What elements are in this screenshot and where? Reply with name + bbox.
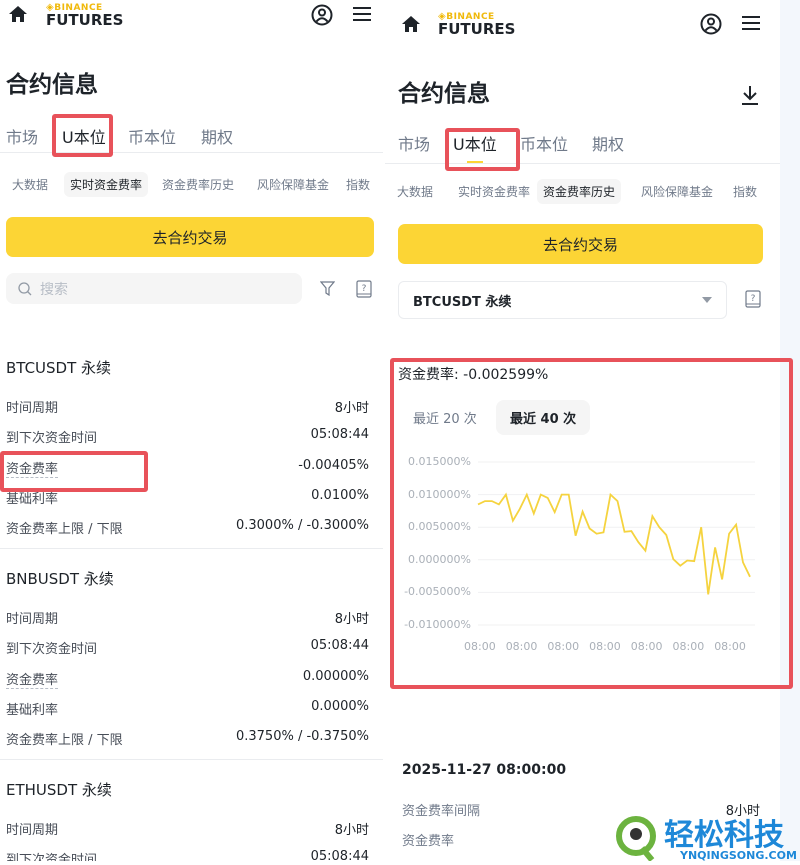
row-value: 0.0100% bbox=[311, 488, 369, 507]
search-placeholder: 搜索 bbox=[40, 279, 68, 299]
subtab-2[interactable]: 资金费率历史 bbox=[156, 172, 240, 197]
row-label: 时间周期 bbox=[6, 819, 58, 838]
x-tick-label: 08:00 bbox=[631, 640, 663, 653]
row-value: 8小时 bbox=[335, 819, 369, 838]
divider bbox=[0, 548, 383, 549]
contract-row: 时间周期 8小时 bbox=[6, 608, 369, 627]
x-tick-label: 08:00 bbox=[589, 640, 621, 653]
contract-row: 基础利率 0.0000% bbox=[6, 699, 369, 718]
contract-row: 基础利率 0.0100% bbox=[6, 488, 369, 507]
row-value: 0.3750% / -0.3750% bbox=[236, 729, 369, 748]
chart-plot bbox=[385, 0, 780, 861]
row-value: 05:08:44 bbox=[311, 427, 369, 446]
row-label: 时间周期 bbox=[6, 397, 58, 416]
contract-row: 时间周期 8小时 bbox=[6, 397, 369, 416]
row-label: 资金费率 bbox=[6, 669, 58, 689]
svg-text:?: ? bbox=[362, 284, 367, 294]
tab-3[interactable]: 期权 bbox=[201, 124, 233, 148]
contract-symbol[interactable]: ETHUSDT 永续 bbox=[6, 779, 112, 800]
contract-row: 资金费率上限 / 下限 0.3000% / -0.3000% bbox=[6, 518, 369, 537]
subtab-4[interactable]: 指数 bbox=[340, 172, 376, 197]
contract-symbol[interactable]: BNBUSDT 永续 bbox=[6, 568, 114, 589]
contract-row: 资金费率上限 / 下限 0.3750% / -0.3750% bbox=[6, 729, 369, 748]
row-label: 基础利率 bbox=[6, 699, 58, 718]
divider bbox=[0, 759, 383, 760]
left-panel: ◈BINANCE FUTURES 合约信息 市场 U本位币本位 期权 大数据实时资金… bbox=[0, 0, 383, 861]
page-title: 合约信息 bbox=[6, 65, 98, 99]
row-value: 05:08:44 bbox=[311, 638, 369, 657]
row-value: 0.00000% bbox=[303, 669, 369, 689]
row-label: 资金费率上限 / 下限 bbox=[6, 518, 123, 537]
x-tick-label: 08:00 bbox=[506, 640, 538, 653]
row-label: 时间周期 bbox=[6, 608, 58, 627]
watermark-logo: 轻松科技 YNQINGSONG.COM bbox=[612, 812, 800, 861]
contract-row: 到下次资金时间 05:08:44 bbox=[6, 427, 369, 446]
account-icon[interactable] bbox=[311, 4, 333, 30]
row-value: -0.00405% bbox=[298, 458, 369, 478]
row-label: 资金费率间隔 bbox=[402, 800, 480, 819]
go-trade-button[interactable]: 去合约交易 bbox=[6, 217, 374, 257]
tab-0[interactable]: 市场 bbox=[6, 124, 38, 148]
subtab-3[interactable]: 风险保障基金 bbox=[251, 172, 335, 197]
row-value: 0.0000% bbox=[311, 699, 369, 718]
contract-symbol[interactable]: BTCUSDT 永续 bbox=[6, 357, 111, 378]
filter-icon[interactable] bbox=[320, 281, 335, 300]
tab-2[interactable]: 币本位 bbox=[128, 124, 176, 148]
row-value: 0.3000% / -0.3000% bbox=[236, 518, 369, 537]
search-icon bbox=[18, 282, 32, 296]
history-date: 2025-11-27 08:00:00 bbox=[402, 762, 566, 778]
row-label: 资金费率 bbox=[402, 830, 454, 849]
row-label: 到下次资金时间 bbox=[6, 427, 97, 446]
contract-row: 资金费率 -0.00405% bbox=[6, 458, 369, 478]
search-input[interactable]: 搜索 bbox=[6, 273, 302, 304]
page-gutter bbox=[780, 0, 800, 861]
subtab-1[interactable]: 实时资金费率 bbox=[64, 172, 148, 197]
x-tick-label: 08:00 bbox=[464, 640, 496, 653]
row-label: 资金费率上限 / 下限 bbox=[6, 729, 123, 748]
row-label: 到下次资金时间 bbox=[6, 849, 97, 861]
row-label: 基础利率 bbox=[6, 488, 58, 507]
menu-icon[interactable] bbox=[353, 6, 371, 26]
home-icon[interactable] bbox=[8, 5, 28, 27]
row-value: 05:08:44 bbox=[311, 849, 369, 861]
row-label: 到下次资金时间 bbox=[6, 638, 97, 657]
svg-text:轻松科技: 轻松科技 bbox=[664, 818, 784, 853]
x-tick-label: 08:00 bbox=[673, 640, 705, 653]
funding-rate-line bbox=[478, 495, 750, 595]
subtab-0[interactable]: 大数据 bbox=[6, 172, 54, 197]
help-book-icon[interactable]: ? bbox=[356, 280, 372, 302]
row-value: 8小时 bbox=[335, 397, 369, 416]
binance-futures-logo[interactable]: ◈BINANCE FUTURES bbox=[46, 2, 123, 28]
row-label: 资金费率 bbox=[6, 458, 58, 478]
tab-1[interactable]: U本位 bbox=[62, 124, 106, 148]
row-value: 8小时 bbox=[335, 608, 369, 627]
x-tick-label: 08:00 bbox=[547, 640, 579, 653]
contract-row: 时间周期 8小时 bbox=[6, 819, 369, 838]
svg-text:YNQINGSONG.COM: YNQINGSONG.COM bbox=[679, 849, 797, 861]
contract-row: 资金费率 0.00000% bbox=[6, 669, 369, 689]
x-tick-label: 08:00 bbox=[714, 640, 746, 653]
contract-row: 到下次资金时间 05:08:44 bbox=[6, 849, 369, 861]
contract-row: 到下次资金时间 05:08:44 bbox=[6, 638, 369, 657]
logo-bottom: FUTURES bbox=[46, 13, 123, 28]
